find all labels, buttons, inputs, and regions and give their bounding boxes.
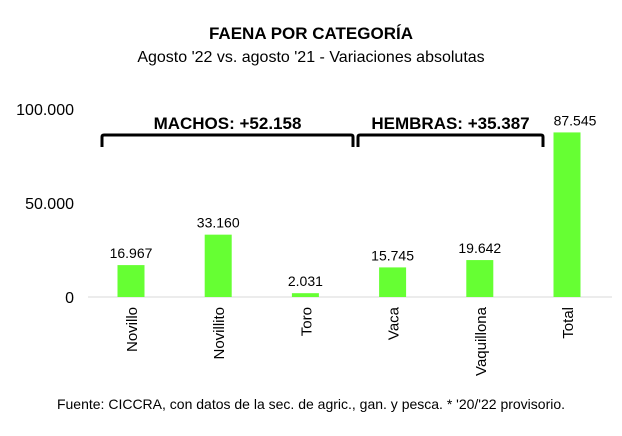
- y-axis: 0 50.000 100.000: [16, 102, 74, 307]
- bar-vaquillona: [466, 260, 494, 297]
- chart-subtitle: Agosto '22 vs. agosto '21 - Variaciones …: [137, 49, 484, 66]
- bar-vaca: [379, 267, 407, 297]
- x-tick-label: Vaquillona: [473, 306, 490, 376]
- bar-toro: [291, 293, 319, 297]
- data-label: 19.642: [458, 240, 501, 256]
- source-note: Fuente: CICCRA, con datos de la sec. de …: [57, 396, 565, 412]
- x-tick-label: Vaca: [386, 306, 403, 340]
- data-label: 16.967: [110, 245, 153, 261]
- group-annotation: MACHOS: +52.158: [154, 114, 302, 133]
- x-tick-label: Total: [560, 307, 577, 339]
- bars: 16.967 Novillo 33.160 Novillito 2.031 Toro 15.…: [110, 112, 597, 376]
- y-tick-label: 50.000: [25, 196, 74, 213]
- group-annotation: HEMBRAS: +35.387: [371, 114, 529, 133]
- bar-novillo: [117, 265, 145, 297]
- bar-total: [553, 132, 581, 297]
- y-tick-label: 100.000: [16, 102, 74, 119]
- data-label: 87.545: [554, 112, 597, 128]
- bar-novillito: [204, 234, 232, 297]
- x-tick-label: Novillito: [211, 307, 228, 360]
- data-label: 15.745: [371, 247, 414, 263]
- data-label: 33.160: [197, 215, 240, 231]
- bracket: [356, 133, 545, 147]
- annotations: MACHOS: +52.158 HEMBRAS: +35.387: [100, 114, 545, 147]
- x-tick-label: Novillo: [124, 307, 141, 352]
- y-tick-label: 0: [65, 290, 74, 307]
- x-tick-label: Toro: [298, 307, 315, 336]
- chart-title: FAENA POR CATEGORÍA: [209, 24, 413, 43]
- data-label: 2.031: [288, 273, 323, 289]
- bracket: [100, 133, 355, 147]
